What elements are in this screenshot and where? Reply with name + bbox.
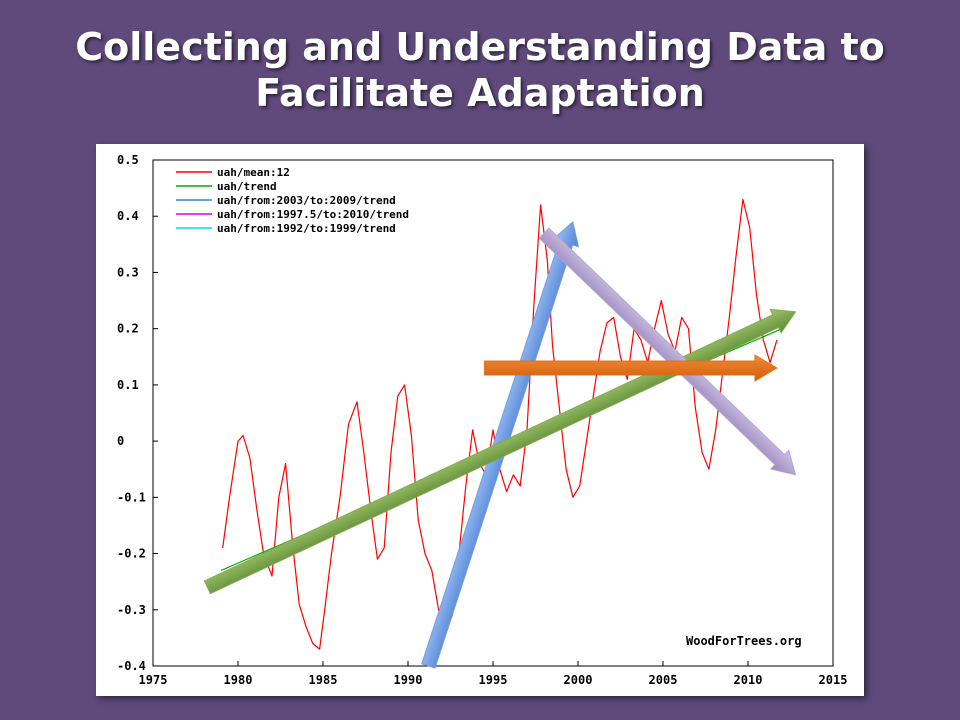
x-tick-label: 2015: [819, 673, 848, 687]
legend-entry: uah/from:2003/to:2009/trend: [217, 194, 396, 207]
temperature-chart: 0.5 0.4 0.3 0.2 0.1 0 -0.1 -0.2 -0.3 -0.4 1975 198…: [117, 153, 848, 687]
series-line-0: [222, 198, 778, 650]
chart-frame: 0.5 0.4 0.3 0.2 0.1 0 -0.1 -0.2 -0.3 -0.4 1975 198…: [96, 144, 864, 696]
x-tick-label: 1995: [479, 673, 508, 687]
legend-entry: uah/trend: [217, 180, 277, 193]
x-tick-label: 1990: [394, 673, 423, 687]
green-arrow: [203, 308, 797, 595]
x-tick-label: 2010: [734, 673, 763, 687]
slide-title: Collecting and Understanding Data to Fac…: [0, 24, 960, 116]
y-tick-label: -0.1: [117, 490, 146, 504]
y-tick-label: 0.1: [117, 378, 139, 392]
plot-area: [152, 159, 834, 667]
x-tick-label: 1985: [309, 673, 338, 687]
y-tick-label: 0.2: [117, 322, 139, 336]
y-tick-label: -0.2: [117, 547, 146, 561]
legend-entry: uah/mean:12: [217, 166, 290, 179]
y-tick-label: 0: [117, 434, 124, 448]
x-tick-label: 2005: [649, 673, 678, 687]
y-tick-label: 0.3: [117, 265, 139, 279]
slide-title-line-2: Facilitate Adaptation: [255, 71, 705, 115]
x-tick-label: 1975: [139, 673, 168, 687]
purple-arrow: [538, 227, 797, 476]
watermark: WoodForTrees.org: [686, 634, 802, 648]
y-tick-label: 0.4: [117, 209, 139, 223]
x-tick-label: 2000: [564, 673, 593, 687]
legend-entry: uah/from:1997.5/to:2010/trend: [217, 208, 409, 221]
y-tick-label: -0.3: [117, 603, 146, 617]
legend-entry: uah/from:1992/to:1999/trend: [217, 222, 396, 235]
y-tick-label: 0.5: [117, 153, 139, 167]
slide-title-line-1: Collecting and Understanding Data to: [75, 25, 885, 69]
orange-arrow: [484, 354, 778, 382]
x-tick-label: 1980: [224, 673, 253, 687]
y-tick-label: -0.4: [117, 659, 146, 673]
